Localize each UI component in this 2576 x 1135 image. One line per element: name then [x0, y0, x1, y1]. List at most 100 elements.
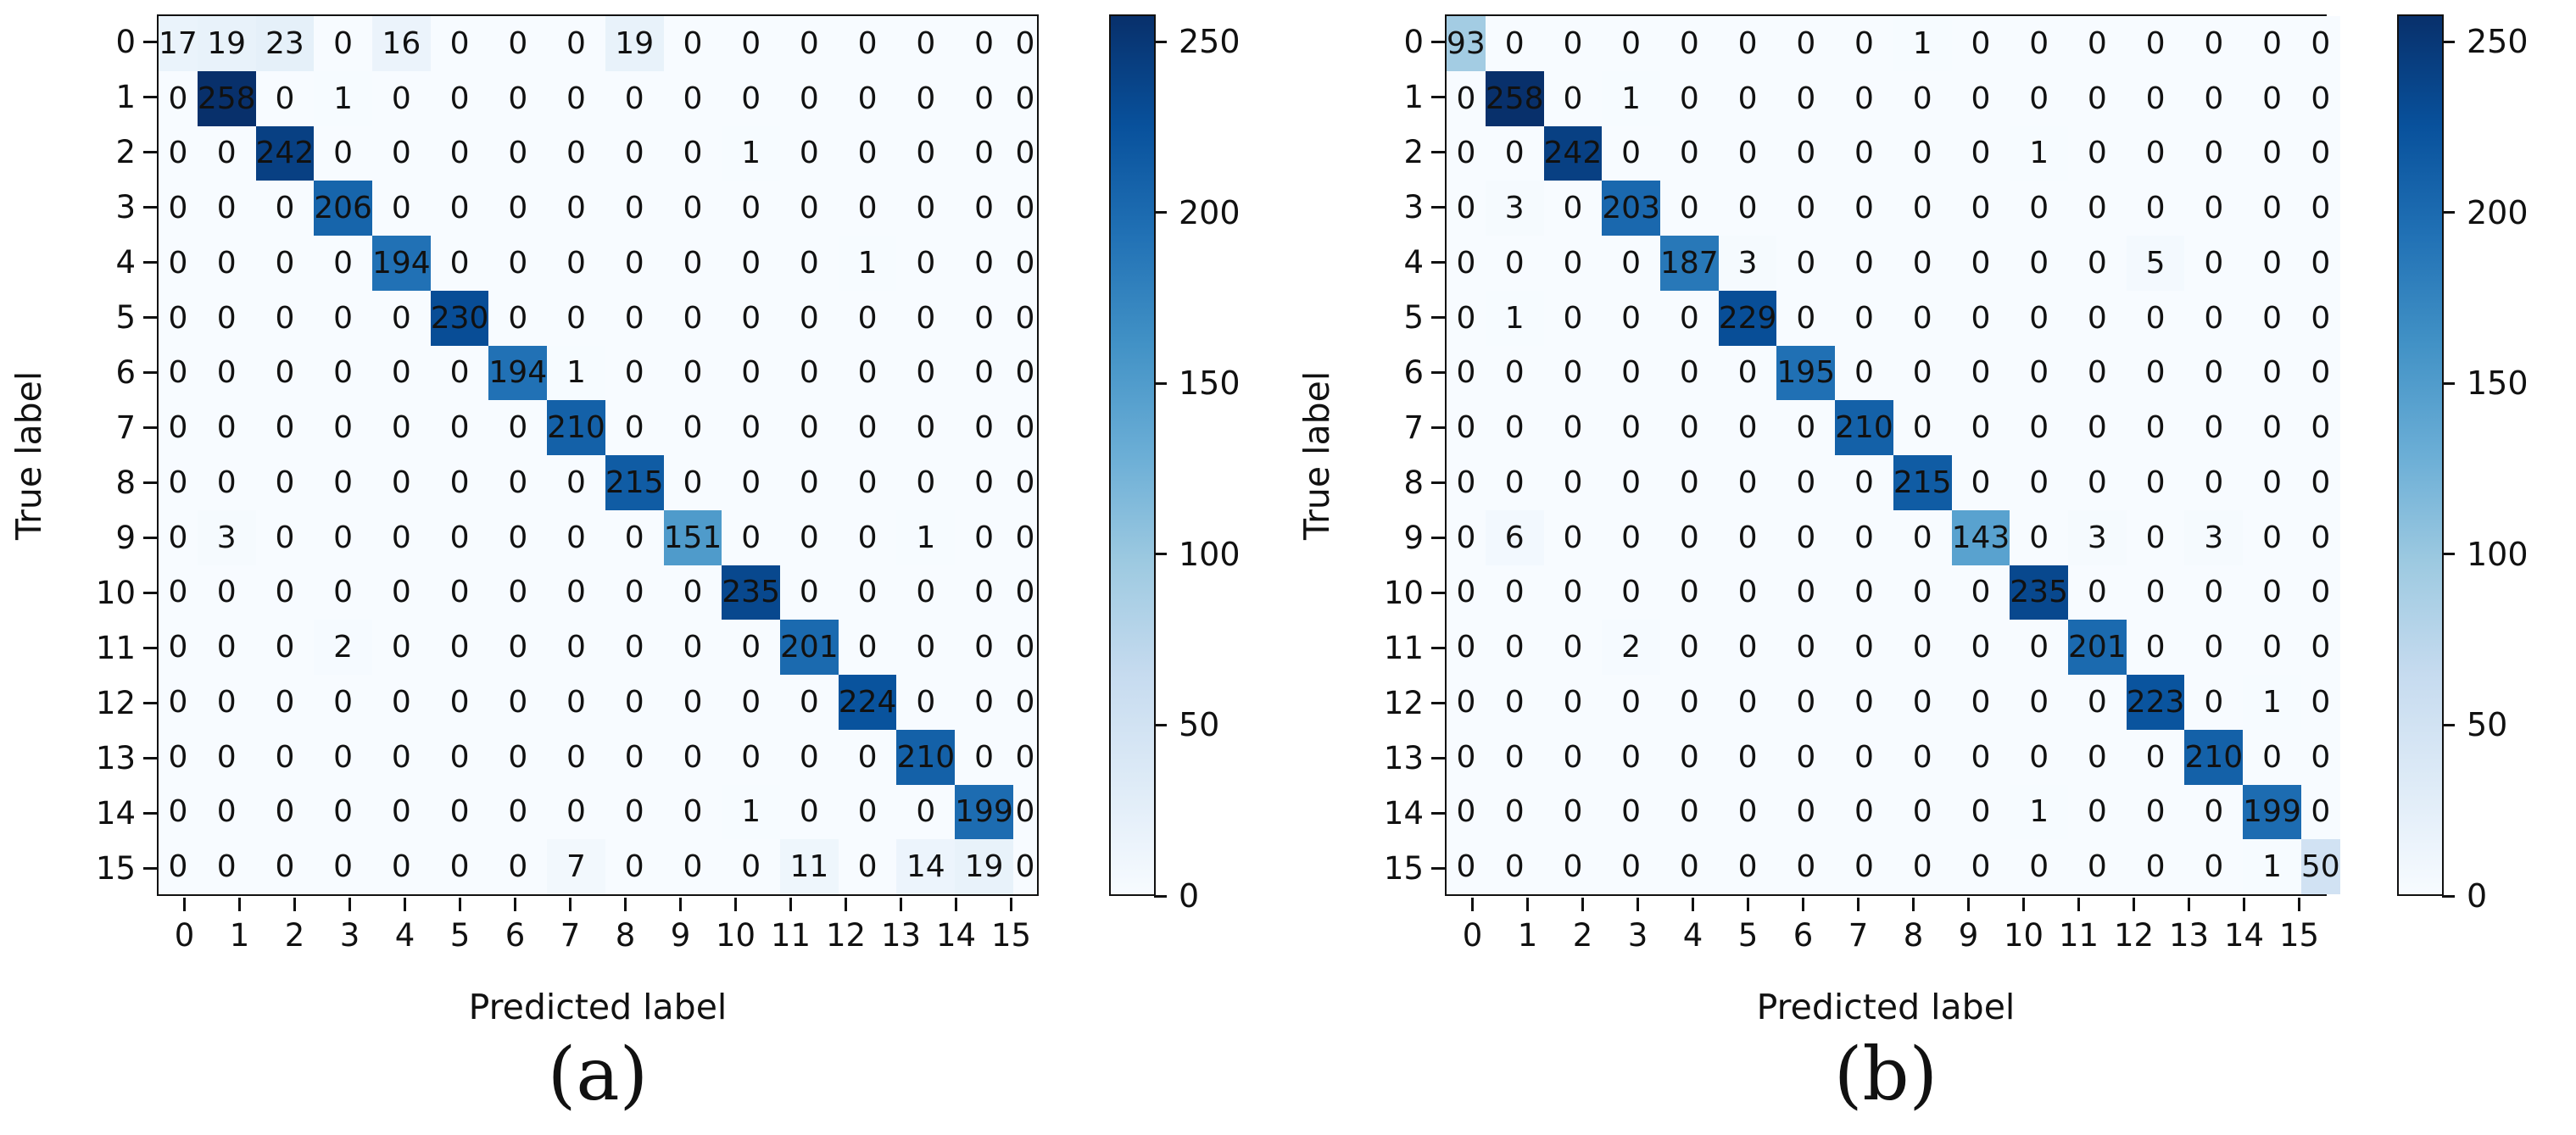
- heatmap-cell: 0: [663, 675, 722, 730]
- heatmap-cell: 0: [955, 729, 1013, 785]
- heatmap-cell: 0: [2068, 400, 2127, 455]
- heatmap-cell: 0: [1543, 70, 1603, 126]
- heatmap-cell: 0: [1012, 675, 1037, 730]
- heatmap-cell: 0: [255, 400, 315, 455]
- heatmap-cell: 7: [547, 839, 605, 894]
- heatmap-cell: 0: [722, 16, 780, 71]
- heatmap-cell: 0: [1485, 729, 1544, 785]
- heatmap-cell: 0: [2068, 455, 2127, 510]
- axis-tick: [1431, 180, 1445, 235]
- heatmap-cell: 0: [255, 345, 315, 401]
- colorbar-tick-label: 50: [2467, 706, 2508, 744]
- heatmap-cell: 0: [2010, 675, 2068, 730]
- heatmap-cell: 230: [430, 290, 489, 346]
- heatmap-cell: 0: [2126, 290, 2185, 346]
- axis-tick: [143, 345, 157, 400]
- heatmap-cell: 0: [2010, 729, 2068, 785]
- heatmap-cell: 0: [255, 70, 315, 126]
- heatmap-cell: 0: [1543, 236, 1603, 291]
- heatmap-cell: 0: [2126, 345, 2185, 401]
- x-tick-label: 7: [1848, 916, 1869, 954]
- heatmap-cell: 0: [371, 70, 431, 126]
- heatmap-cell: 0: [371, 620, 431, 675]
- heatmap-cell: 0: [663, 125, 722, 181]
- heatmap-cell: 0: [1659, 784, 1719, 840]
- axis-tick: [1831, 898, 1886, 911]
- heatmap-cell: 0: [488, 181, 548, 236]
- heatmap-cell: 0: [1012, 839, 1037, 894]
- heatmap-cell: 0: [1893, 509, 1952, 565]
- heatmap-cell: 23: [255, 16, 315, 71]
- x-tick-labels: 0 1 2 3 4 5 6 7 8 9 10 11 12 13 14 15: [157, 915, 1039, 954]
- heatmap-cell: 0: [1447, 290, 1486, 346]
- heatmap-cell: 1: [896, 509, 956, 565]
- axis-tick: [2051, 898, 2106, 911]
- heatmap-cell: 0: [2184, 16, 2244, 71]
- x-tick-label: 1: [1517, 916, 1538, 954]
- x-tick-label: 3: [1627, 916, 1648, 954]
- heatmap-cell: 0: [197, 400, 256, 455]
- heatmap-cell: 0: [255, 729, 315, 785]
- heatmap-cell: 0: [2184, 125, 2244, 181]
- heatmap-cell: 0: [1012, 509, 1037, 565]
- heatmap-cell: 0: [838, 125, 897, 181]
- axis-tick: [1431, 565, 1445, 620]
- x-tick-label: 8: [615, 916, 636, 954]
- axis-tick: [1886, 898, 1941, 911]
- axis-tick: [1996, 898, 2051, 911]
- y-tick-label: 12: [95, 685, 136, 721]
- heatmap-cell: 0: [2010, 236, 2068, 291]
- heatmap-cell: 0: [1659, 16, 1719, 71]
- heatmap-cell: 0: [547, 181, 605, 236]
- heatmap-cell: 0: [2300, 125, 2340, 181]
- heatmap-cell: 0: [2010, 400, 2068, 455]
- y-tick-label: 9: [115, 520, 136, 556]
- axis-tick: [143, 235, 157, 290]
- heatmap-cell: 1: [314, 70, 372, 126]
- heatmap-cell: 0: [780, 345, 839, 401]
- heatmap-cell: 0: [1012, 455, 1037, 510]
- heatmap-cell: 3: [197, 509, 256, 565]
- heatmap-cell: 0: [1776, 784, 1836, 840]
- heatmap-cell: 0: [838, 70, 897, 126]
- heatmap-cell: 210: [2184, 729, 2244, 785]
- axis-tick: [1431, 455, 1445, 510]
- heatmap-cell: 0: [2184, 236, 2244, 291]
- heatmap-cell: 0: [1835, 345, 1893, 401]
- heatmap-cell: 0: [1835, 729, 1893, 785]
- heatmap-cell: 0: [1447, 345, 1486, 401]
- heatmap-cell: 0: [1543, 839, 1603, 894]
- heatmap-cell: 0: [780, 400, 839, 455]
- heatmap-cell: 0: [547, 729, 605, 785]
- heatmap-cell: 0: [2300, 509, 2340, 565]
- heatmap-cell: 2: [314, 620, 372, 675]
- colorbar-tick: [2442, 211, 2455, 214]
- y-tick-labels: 0 1 2 3 4 5 6 7 8 9 10 11 12 13 14 15: [1339, 14, 1424, 896]
- heatmap-cell: 0: [314, 290, 372, 346]
- heatmap-cell: 0: [430, 125, 489, 181]
- heatmap-cell: 0: [896, 16, 956, 71]
- heatmap-cell: 0: [1776, 70, 1836, 126]
- heatmap-cell: 0: [2068, 345, 2127, 401]
- heatmap-cell: 0: [314, 16, 372, 71]
- y-tick-label: 4: [115, 244, 136, 281]
- heatmap-cell: 0: [838, 839, 897, 894]
- heatmap-cell: 0: [1951, 455, 2010, 510]
- heatmap-cell: 0: [547, 455, 605, 510]
- heatmap-cell: 0: [722, 509, 780, 565]
- colorbar-tick-label: 0: [1179, 877, 1200, 915]
- heatmap-cell: 0: [488, 125, 548, 181]
- heatmap-cell: 0: [838, 16, 897, 71]
- heatmap-cell: 0: [1447, 784, 1486, 840]
- heatmap-cell: 0: [1485, 455, 1544, 510]
- heatmap-cell: 0: [314, 400, 372, 455]
- heatmap-cell: 0: [2126, 565, 2185, 620]
- axis-tick: [1431, 345, 1445, 400]
- y-tick-label: 15: [95, 850, 136, 887]
- heatmap-cell: 0: [838, 509, 897, 565]
- heatmap-cell: 0: [1951, 345, 2010, 401]
- colorbar-tick: [2442, 894, 2455, 898]
- heatmap-cell: 0: [159, 400, 198, 455]
- heatmap-cell: 0: [2300, 345, 2340, 401]
- heatmap-cell: 0: [1835, 509, 1893, 565]
